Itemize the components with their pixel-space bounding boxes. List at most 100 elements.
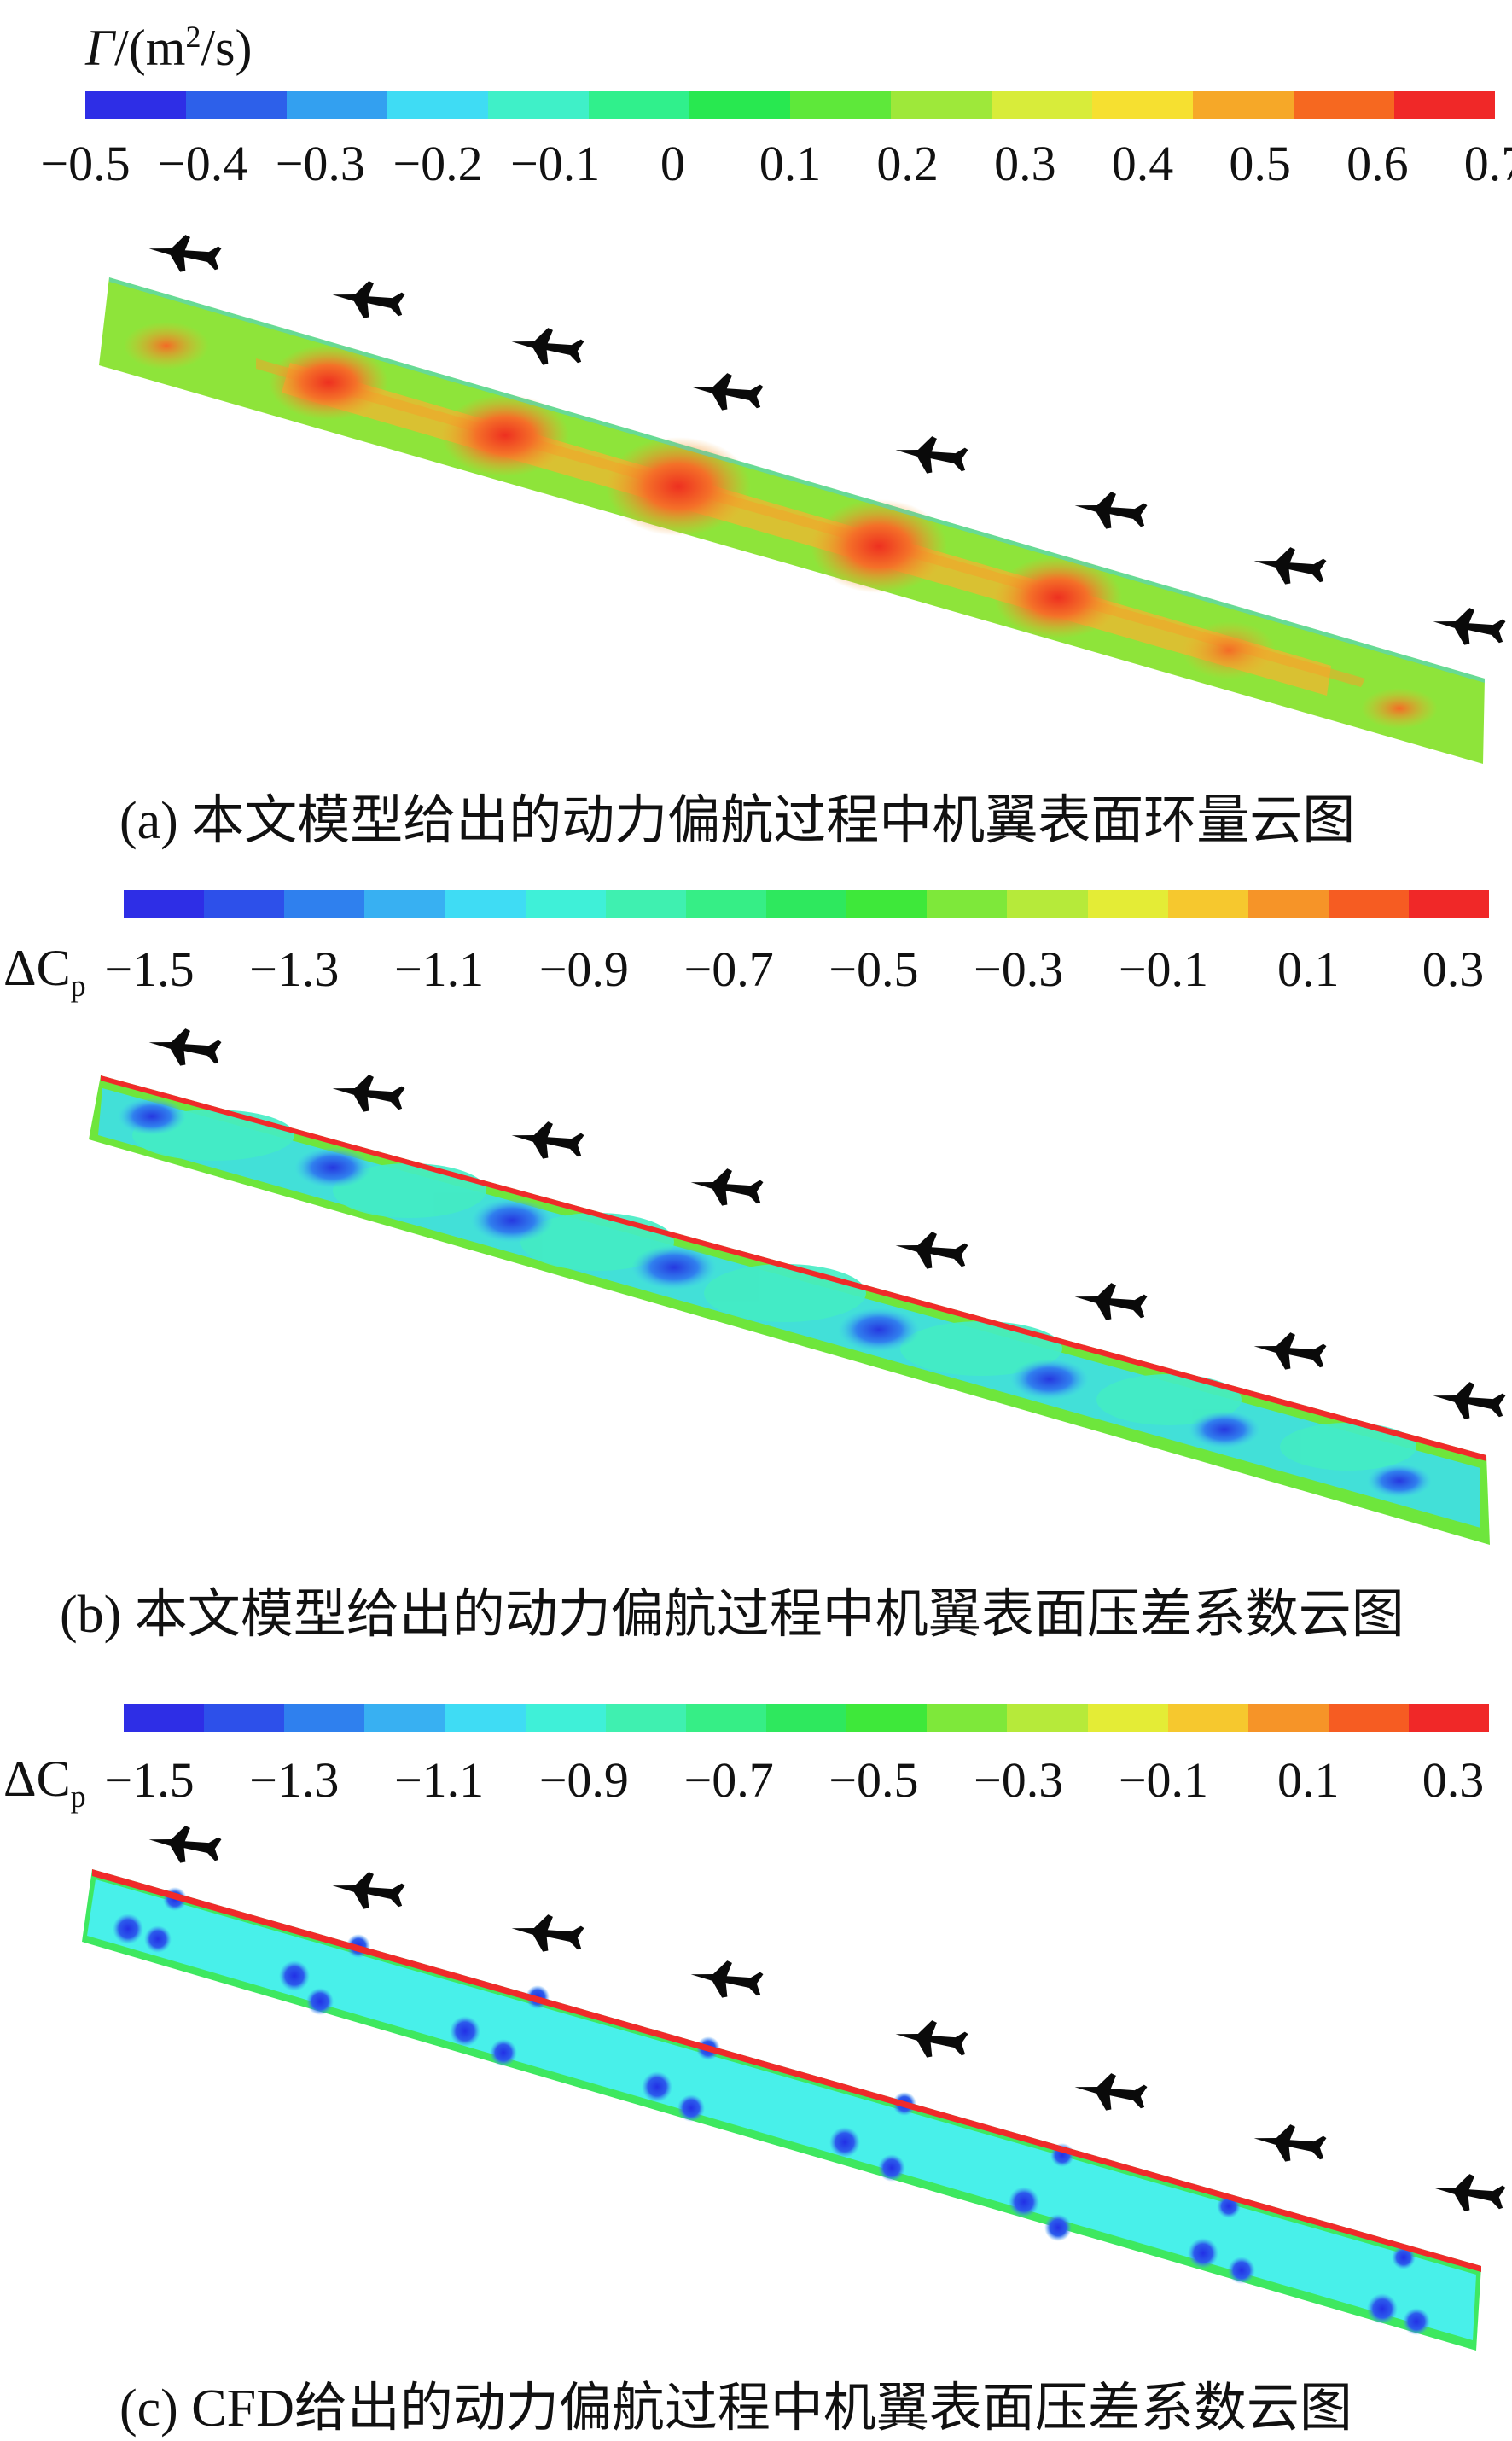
aircraft-silhouette-icon: [1427, 2165, 1509, 2223]
colorbar-segment: [1328, 890, 1409, 918]
colorbar-segment: [846, 1704, 928, 1732]
colorbar-segment: [992, 91, 1092, 119]
colorbar-segment: [927, 890, 1008, 918]
colorbar-tick-label: 0.2: [876, 136, 939, 191]
aircraft-silhouette-icon: [326, 1066, 409, 1123]
aircraft-silhouette-icon: [505, 1906, 588, 1963]
colorbar-tick-label: 0.7: [1463, 136, 1512, 191]
colorbar-title-unit-prefix: /(m: [114, 20, 186, 76]
colorbar-tick-label: 0: [660, 136, 685, 191]
colorbar-title-unit-suffix: /s): [201, 20, 253, 76]
colorbar-segment: [287, 91, 387, 119]
caption-b: (b) 本文模型给出的动力偏航过程中机翼表面压差系数云图: [60, 1586, 1404, 1644]
colorbar-segment: [891, 91, 992, 119]
colorbar-tick-label: −1.3: [249, 941, 340, 997]
colorbar: [85, 91, 1495, 119]
colorbar-tick-label: −0.5: [829, 1752, 919, 1808]
pressure-minima: [118, 1098, 1432, 1498]
aircraft-silhouette-icon: [142, 1020, 225, 1077]
aircraft-silhouette-icon: [326, 272, 409, 329]
colorbar-tick-label: 0.3: [1422, 1752, 1485, 1808]
colorbar-segment: [685, 1704, 766, 1732]
aircraft-silhouette-icon: [684, 364, 767, 422]
wing-leading-edge: [101, 1075, 1486, 1461]
aircraft-silhouette-icon: [1247, 539, 1330, 596]
colorbar-segment: [1193, 91, 1294, 119]
colorbar-title-unit-sup: 2: [185, 20, 201, 54]
aircraft-silhouette-icon: [889, 2012, 972, 2069]
colorbar-tick-label: −0.3: [974, 941, 1064, 997]
colorbar-segment: [284, 1704, 365, 1732]
colorbar-segment: [284, 890, 365, 918]
colorbar-tick-label: −0.1: [1118, 1752, 1209, 1808]
colorbar-tick-label: −0.3: [974, 1752, 1064, 1808]
colorbar-segment: [488, 91, 589, 119]
colorbar-segment: [364, 890, 445, 918]
colorbar-title-symbol: Γ: [85, 20, 115, 76]
colorbar-tick-label: −0.5: [40, 136, 131, 191]
colorbar-tick-labels: −1.5 −1.3 −1.1 −0.9 −0.7 −0.5 −0.3 −0.1 0.1 0.3: [104, 1751, 1484, 1811]
aircraft-silhouette-icon: [142, 226, 225, 283]
colorbar-segment: [1087, 890, 1168, 918]
aircraft-silhouette-icon: [142, 1817, 225, 1874]
colorbar-segment: [766, 890, 847, 918]
colorbar-title-symbol: ΔC: [3, 1751, 71, 1807]
colorbar-tick-label: −0.9: [538, 1752, 629, 1808]
colorbar-tick-label: −0.7: [683, 941, 774, 997]
colorbar-tick-label: −1.5: [104, 1752, 195, 1808]
colorbar-segment: [1087, 1704, 1168, 1732]
colorbar-segment: [204, 890, 285, 918]
panel-b: ΔCp −1.5 −1.3 −1.1 −0.9 −0.7 −0.5 −0.3 −0.1 0.1 0…: [0, 845, 1512, 1644]
colorbar-tick-label: 0.1: [1276, 1752, 1340, 1808]
colorbar-tick-label: 0.4: [1111, 136, 1174, 191]
aircraft-silhouette-icon: [684, 1952, 767, 2009]
colorbar-tick-label: −0.9: [538, 941, 629, 997]
colorbar-title: ΔCp: [3, 1750, 86, 1815]
caption-a: (a) 本文模型给出的动力偏航过程中机翼表面环量云图: [119, 792, 1356, 850]
colorbar-title-sub: p: [70, 1780, 86, 1814]
colorbar-segment: [1092, 91, 1193, 119]
aircraft-silhouette-icon: [505, 319, 588, 376]
colorbar-segment: [387, 91, 488, 119]
colorbar-title-sub: p: [70, 969, 86, 1003]
colorbar-tick-label: 0.3: [994, 136, 1056, 191]
colorbar-segment: [790, 91, 891, 119]
colorbar-segment: [1167, 890, 1248, 918]
colorbar-segment: [1167, 1704, 1248, 1732]
colorbar-tick-label: −0.4: [158, 136, 248, 191]
aircraft-silhouette-icon: [1427, 1373, 1509, 1430]
colorbar-segment: [445, 890, 526, 918]
colorbar-tick-label: 0.1: [1276, 941, 1340, 997]
colorbar-segment: [685, 890, 766, 918]
aircraft-silhouette-icon: [1068, 1274, 1151, 1331]
colorbar-segment: [1247, 1704, 1329, 1732]
colorbar-segment: [1294, 91, 1394, 119]
aircraft-silhouette-icon: [1068, 483, 1151, 540]
wing-surface-contour: [82, 1869, 1481, 2351]
wing-surface-contour: [99, 277, 1485, 764]
colorbar-segment: [1007, 890, 1088, 918]
colorbar-segment: [1007, 1704, 1088, 1732]
aircraft-silhouette-icon: [1427, 599, 1509, 656]
aircraft-silhouette-icon: [889, 428, 972, 485]
colorbar-segment: [1328, 1704, 1409, 1732]
colorbar-segment: [1409, 1704, 1490, 1732]
colorbar-tick-label: 0.6: [1346, 136, 1409, 191]
colorbar-tick-label: −1.1: [393, 1752, 485, 1808]
colorbar-title: Γ/(m2/s): [85, 19, 252, 78]
circulation-peaks: [124, 322, 1438, 729]
colorbar-tick-label: 0.3: [1422, 941, 1485, 997]
colorbar-tick-label: 0.1: [759, 136, 822, 191]
colorbar-tick-label: −1.1: [393, 941, 485, 997]
colorbar-tick-label: −1.5: [104, 941, 195, 997]
colorbar-title: ΔCp: [3, 939, 86, 1004]
colorbar-tick-label: 0.5: [1229, 136, 1291, 191]
colorbar-segment: [364, 1704, 445, 1732]
aircraft-silhouette-icon: [889, 1223, 972, 1280]
colorbar-tick-label: −1.3: [249, 1752, 340, 1808]
colorbar-segment: [689, 91, 790, 119]
aircraft-silhouette-icon: [505, 1113, 588, 1170]
colorbar-tick-label: −0.7: [683, 1752, 774, 1808]
colorbar-tick-label: −0.1: [510, 136, 601, 191]
colorbar-segment: [927, 1704, 1008, 1732]
